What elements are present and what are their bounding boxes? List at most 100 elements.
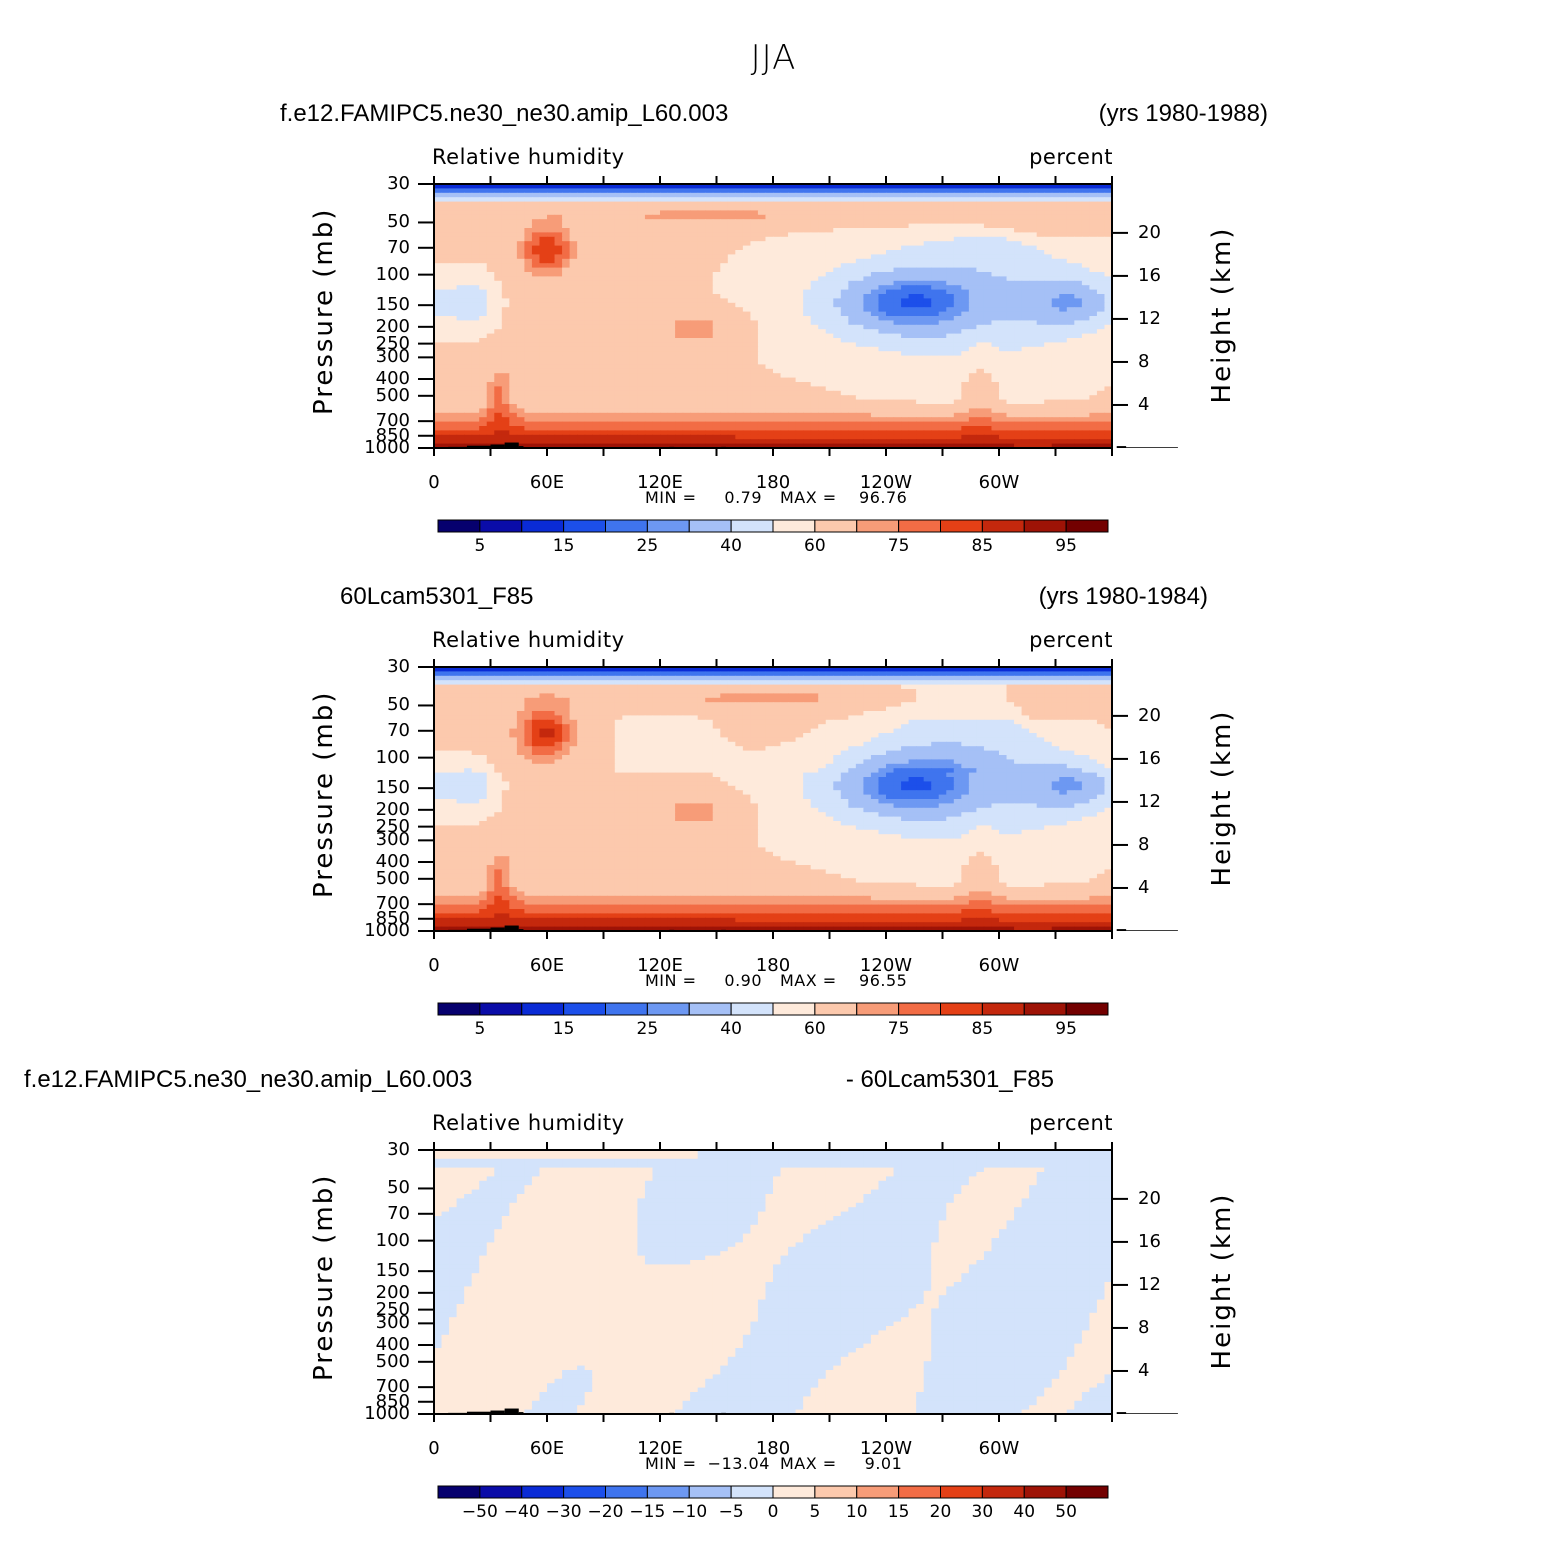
field-cell	[1066, 280, 1075, 286]
field-cell	[938, 307, 947, 313]
field-cell	[471, 245, 480, 251]
field-cell	[690, 210, 699, 216]
field-cell	[637, 377, 646, 383]
field-cell	[524, 280, 533, 286]
field-cell	[727, 386, 736, 392]
field-cell	[644, 206, 654, 211]
field-cell	[742, 223, 751, 229]
field-cell	[1029, 404, 1038, 409]
field-cell	[479, 364, 488, 370]
field-cell	[660, 320, 669, 326]
field-cell	[893, 404, 902, 409]
field-cell	[720, 355, 729, 361]
field-cell	[893, 245, 902, 251]
field-cell	[1089, 232, 1098, 238]
field-cell	[479, 188, 488, 194]
field-cell	[441, 188, 450, 194]
field-cell	[494, 228, 503, 233]
field-cell	[795, 272, 804, 277]
field-cell	[727, 184, 736, 189]
field-cell	[1021, 232, 1030, 238]
field-cell	[690, 294, 699, 299]
field-cell	[818, 197, 827, 203]
field-cell	[878, 382, 887, 387]
field-cell	[682, 241, 691, 247]
field-cell	[705, 360, 714, 365]
field-cell	[893, 258, 902, 264]
field-cell	[464, 377, 473, 383]
field-cell	[690, 302, 699, 308]
field-cell	[855, 188, 864, 194]
field-cell	[1051, 382, 1060, 387]
field-cell	[931, 294, 940, 299]
field-cell	[999, 311, 1008, 317]
field-cell	[1029, 280, 1038, 286]
field-cell	[720, 307, 729, 313]
field-cell	[494, 408, 503, 414]
field-cell	[577, 338, 586, 343]
field-cell	[946, 404, 955, 409]
field-cell	[961, 399, 970, 405]
field-cell	[1006, 404, 1015, 409]
field-cell	[1021, 289, 1030, 295]
field-cell	[494, 320, 503, 326]
field-cell	[863, 272, 872, 277]
field-cell	[1089, 412, 1098, 418]
field-cell	[682, 250, 691, 255]
field-cell	[449, 206, 458, 211]
field-cell	[471, 346, 480, 352]
field-cell	[1036, 289, 1045, 295]
field-cell	[1014, 307, 1023, 313]
field-cell	[818, 382, 827, 387]
field-cell	[1051, 258, 1060, 264]
field-cell	[599, 421, 608, 427]
field-cell	[569, 373, 578, 379]
field-cell	[788, 386, 797, 392]
field-cell	[607, 250, 616, 255]
field-cell	[901, 399, 910, 405]
field-cell	[976, 219, 985, 225]
field-cell	[562, 377, 571, 383]
field-cell	[434, 232, 443, 238]
field-cell	[976, 329, 985, 335]
field-cell	[735, 210, 744, 216]
field-cell	[976, 338, 985, 343]
field-cell	[946, 302, 955, 308]
field-cell	[524, 342, 533, 348]
field-cell	[742, 276, 751, 282]
field-cell	[810, 311, 819, 317]
field-cell	[599, 311, 608, 317]
field-cell	[637, 294, 646, 299]
field-cell	[976, 241, 985, 247]
field-cell	[705, 289, 714, 295]
field-cell	[1074, 236, 1083, 242]
field-cell	[938, 320, 947, 326]
field-cell	[855, 377, 864, 383]
field-cell	[441, 289, 450, 295]
field-cell	[622, 254, 631, 260]
field-cell	[516, 386, 525, 392]
field-cell	[1036, 390, 1045, 396]
field-cell	[855, 280, 864, 286]
field-cell	[531, 302, 541, 308]
field-cell	[1036, 258, 1045, 264]
field-cell	[938, 298, 947, 304]
field-cell	[825, 276, 834, 282]
field-cell	[916, 272, 925, 277]
field-cell	[727, 426, 736, 431]
field-cell	[780, 307, 789, 313]
field-cell	[516, 426, 525, 431]
field-cell	[825, 214, 834, 220]
field-cell	[1104, 302, 1113, 308]
field-cell	[607, 280, 616, 286]
field-cell	[644, 254, 654, 260]
field-cell	[434, 258, 443, 264]
field-cell	[1006, 232, 1015, 238]
field-cell	[1006, 223, 1015, 229]
field-cell	[825, 263, 834, 269]
field-cell	[727, 280, 736, 286]
field-cell	[637, 307, 646, 313]
field-cell	[449, 320, 458, 326]
field-cell	[1066, 364, 1075, 370]
field-cell	[1074, 228, 1083, 233]
